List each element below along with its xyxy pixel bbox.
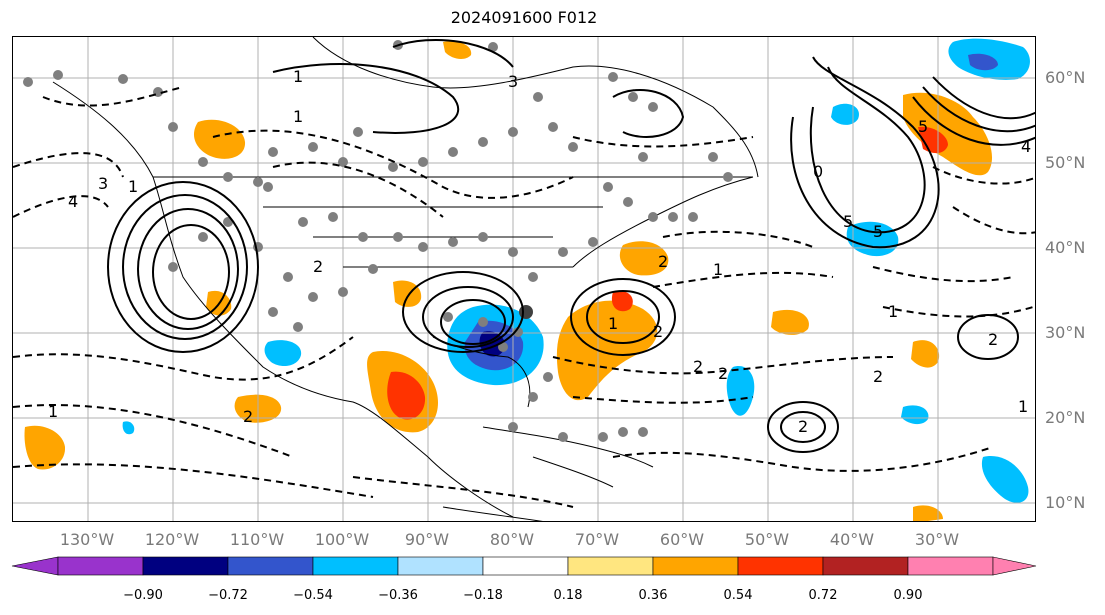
colorbar-swatch — [482, 556, 569, 576]
colorbar-swatch — [822, 556, 909, 576]
colorbar — [11, 556, 1037, 576]
contour-label: 1 — [888, 302, 898, 321]
contour-label: 2 — [653, 322, 663, 341]
colorbar-tick-label: 0.18 — [554, 588, 583, 603]
colorbar-extend-max — [992, 556, 1037, 576]
colorbar-ticks: −0.90 −0.72 −0.54 −0.36 −0.18 0.18 0.36 … — [123, 588, 922, 603]
contour-label: 1 — [293, 67, 303, 86]
contour-label: 0 — [813, 162, 823, 181]
map-panel: 1 2 3 4 5 1 2 2 1 2 5 1 2 1 2 2 1 3 2 4 … — [12, 36, 1036, 522]
dashed-contours — [13, 86, 1035, 508]
colorbar-swatch — [142, 556, 229, 576]
lon-label: 70°W — [575, 530, 619, 549]
colorbar-tick-label: 0.54 — [724, 588, 753, 603]
shading-layer — [24, 38, 1030, 521]
map-title: 2024091600 F012 — [450, 8, 598, 27]
contour-label: 1 — [48, 402, 58, 421]
colorbar-tick-label: 0.72 — [809, 588, 838, 603]
contour-label: 1 — [608, 314, 618, 333]
lat-label: 10°N — [1045, 493, 1085, 512]
contour-label: 5 — [843, 212, 853, 231]
contour-label: 2 — [658, 252, 668, 271]
colorbar-swatch — [57, 556, 144, 576]
contour-label: 1 — [293, 107, 303, 126]
contour-label: 3 — [98, 174, 108, 193]
lon-label: 90°W — [405, 530, 449, 549]
colorbar-swatch — [312, 556, 399, 576]
longitude-labels: 130°W 120°W 110°W 100°W 90°W 80°W 70°W 6… — [60, 530, 959, 549]
solid-contours — [107, 38, 1035, 453]
colorbar-tick-label: −0.36 — [378, 588, 418, 603]
graticule — [13, 37, 1035, 521]
colorbar-swatch — [907, 556, 994, 576]
contour-label: 5 — [873, 222, 883, 241]
contour-label: 4 — [68, 192, 78, 211]
lat-label: 40°N — [1045, 238, 1085, 257]
colorbar-tick-label: 0.36 — [639, 588, 668, 603]
lon-label: 60°W — [660, 530, 704, 549]
contour-label: 2 — [873, 367, 883, 386]
contour-label: 2 — [718, 364, 728, 383]
latitude-labels: 60°N 50°N 40°N 30°N 20°N 10°N — [1045, 68, 1085, 512]
lon-label: 110°W — [230, 530, 285, 549]
contour-label: 3 — [508, 72, 518, 91]
map-canvas: 1 2 3 4 5 1 2 2 1 2 5 1 2 1 2 2 1 3 2 4 … — [13, 37, 1035, 521]
lon-label: 40°W — [830, 530, 874, 549]
colorbar-swatch — [567, 556, 654, 576]
contour-label: 1 — [1018, 397, 1028, 416]
colorbar-swatch — [737, 556, 824, 576]
lon-label: 80°W — [490, 530, 534, 549]
colorbar-tick-label: −0.90 — [123, 588, 163, 603]
contour-label: 2 — [313, 257, 323, 276]
colorbar-swatch — [652, 556, 739, 576]
contour-label: 2 — [988, 330, 998, 349]
colorbar-tick-label: −0.18 — [463, 588, 503, 603]
colorbar-swatch — [397, 556, 484, 576]
contour-label: 4 — [1021, 137, 1031, 156]
colorbar-extend-min — [11, 556, 59, 576]
contour-label: 1 — [128, 177, 138, 196]
lat-label: 60°N — [1045, 68, 1085, 87]
lat-label: 20°N — [1045, 408, 1085, 427]
contour-labels: 1 2 3 4 5 1 2 2 1 2 5 1 2 1 2 2 1 3 2 4 … — [48, 67, 1031, 436]
colorbar-tick-label: 0.90 — [894, 588, 923, 603]
lon-label: 100°W — [315, 530, 370, 549]
lon-label: 120°W — [145, 530, 200, 549]
contour-label: 1 — [713, 260, 723, 279]
lon-label: 50°W — [745, 530, 789, 549]
lon-label: 30°W — [915, 530, 959, 549]
storm-center-dot — [519, 305, 533, 319]
lat-label: 30°N — [1045, 323, 1085, 342]
colorbar-tick-label: −0.54 — [293, 588, 333, 603]
contour-label: 2 — [798, 417, 808, 436]
contour-label: 5 — [918, 117, 928, 136]
station-dots — [23, 40, 733, 442]
contour-label: 2 — [243, 407, 253, 426]
colorbar-swatch — [227, 556, 314, 576]
lat-label: 50°N — [1045, 153, 1085, 172]
contour-label: 2 — [693, 357, 703, 376]
colorbar-tick-label: −0.72 — [208, 588, 248, 603]
lon-label: 130°W — [60, 530, 115, 549]
